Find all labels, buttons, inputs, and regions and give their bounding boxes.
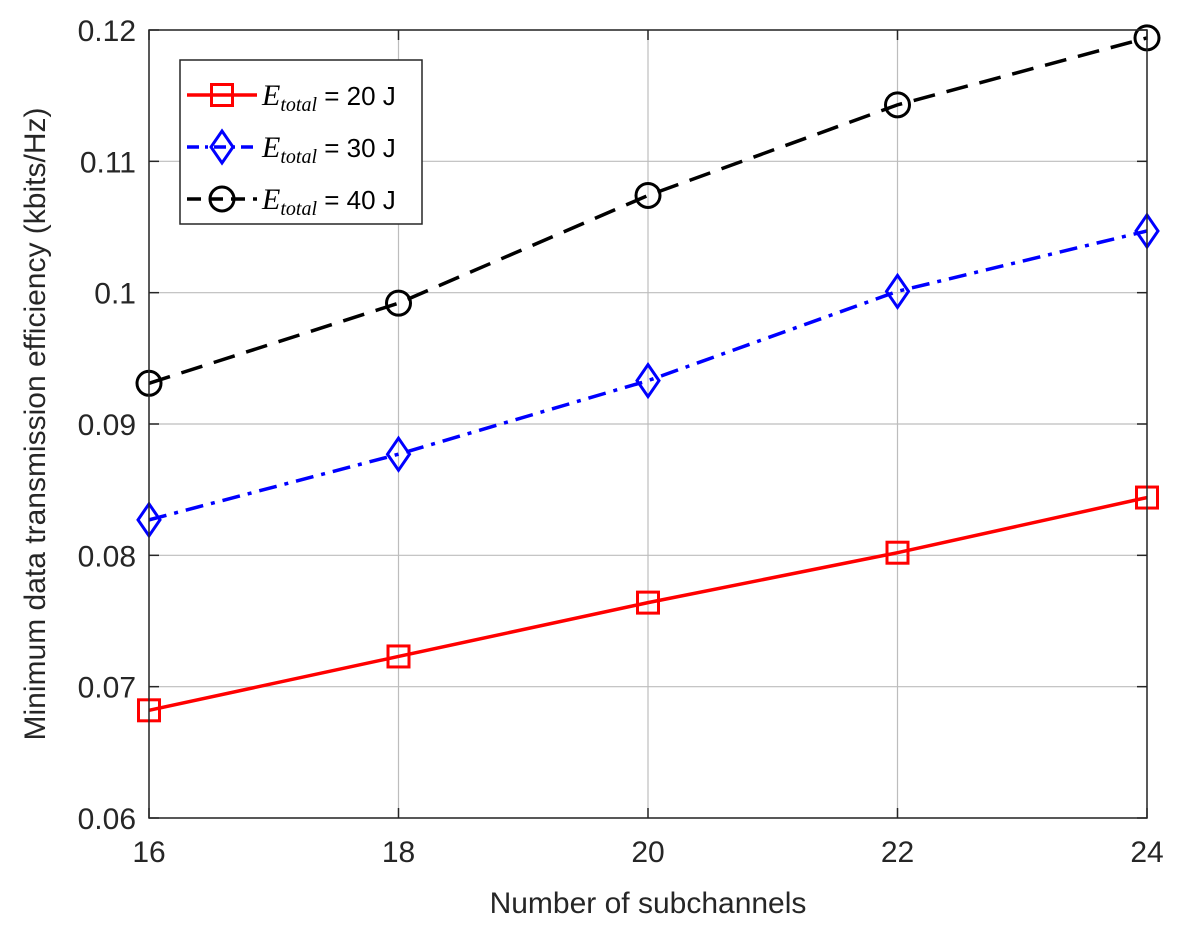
legend-item-2: Etotal = 30 J xyxy=(187,128,396,168)
x-axis-ticks: 16 18 20 22 24 xyxy=(132,30,1164,869)
point-circle xyxy=(208,185,236,213)
point-diamond xyxy=(385,435,412,473)
legend-box xyxy=(179,59,423,225)
legend: Etotal = 20 J Etotal = 30 J Etotal = 40 J xyxy=(179,59,423,225)
legend-item-1: Etotal = 20 J xyxy=(187,79,396,116)
y-tick-label: 0.12 xyxy=(78,15,136,48)
x-tick-label: 16 xyxy=(132,836,165,869)
x-tick-label: 18 xyxy=(382,836,415,869)
legend-label: Etotal = 30 J xyxy=(261,131,396,168)
point-diamond xyxy=(884,272,911,311)
point-circle xyxy=(385,289,412,317)
legend-label: Etotal = 40 J xyxy=(261,183,396,220)
point-square xyxy=(885,540,910,565)
point-square xyxy=(210,83,234,107)
series-line xyxy=(148,36,1148,385)
x-tick-label: 20 xyxy=(631,836,664,869)
point-diamond xyxy=(635,362,661,400)
series-1 xyxy=(137,485,1159,723)
point-circle xyxy=(884,91,911,119)
y-tick-label: 0.06 xyxy=(78,803,136,836)
point-diamond xyxy=(209,128,235,166)
y-tick-label: 0.11 xyxy=(80,146,136,179)
y-tick-label: 0.08 xyxy=(78,540,136,573)
series-layer xyxy=(135,24,1161,723)
point-square xyxy=(386,644,411,669)
x-axis-label: Number of subchannels xyxy=(490,887,807,920)
point-square xyxy=(636,590,660,615)
y-tick-label: 0.07 xyxy=(78,672,136,705)
x-tick-label: 24 xyxy=(1130,836,1163,869)
legend-item-3: Etotal = 40 J xyxy=(187,183,396,220)
legend-label: Etotal = 20 J xyxy=(261,79,396,116)
y-axis-label: Minimum data transmission efficiency (kb… xyxy=(19,108,52,741)
x-tick-label: 22 xyxy=(881,836,914,869)
point-circle xyxy=(634,181,662,209)
series-line xyxy=(148,495,1148,713)
y-axis-ticks: 0.06 0.07 0.08 0.09 0.1 0.11 0.12 xyxy=(78,15,1147,836)
y-tick-label: 0.09 xyxy=(78,409,136,442)
y-tick-label: 0.1 xyxy=(94,278,136,311)
